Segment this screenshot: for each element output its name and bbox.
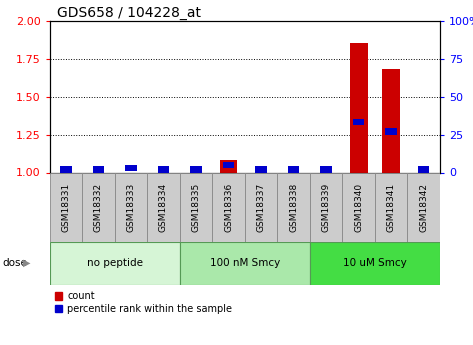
Text: GDS658 / 104228_at: GDS658 / 104228_at	[58, 6, 201, 20]
Bar	[310, 241, 440, 285]
Text: GSM18338: GSM18338	[289, 183, 298, 231]
Bar	[50, 241, 180, 285]
Text: GSM18342: GSM18342	[419, 183, 428, 231]
Bar	[353, 119, 364, 126]
Text: GSM18332: GSM18332	[94, 183, 103, 231]
Bar	[382, 69, 400, 172]
Bar	[125, 165, 137, 171]
Bar	[320, 166, 332, 172]
Text: 10 uM Smcy: 10 uM Smcy	[343, 258, 407, 268]
Text: ▶: ▶	[23, 258, 30, 268]
Bar	[60, 166, 71, 172]
Text: GSM18340: GSM18340	[354, 183, 363, 231]
Bar	[190, 166, 201, 172]
Text: GSM18341: GSM18341	[386, 183, 395, 231]
Bar	[375, 172, 407, 242]
Text: 100 nM Smcy: 100 nM Smcy	[210, 258, 280, 268]
Bar	[82, 172, 114, 242]
Bar	[219, 160, 237, 172]
Text: GSM18334: GSM18334	[159, 183, 168, 231]
Text: GSM18336: GSM18336	[224, 183, 233, 231]
Bar	[407, 172, 440, 242]
Text: GSM18335: GSM18335	[192, 183, 201, 231]
Bar	[50, 172, 82, 242]
Bar	[310, 172, 342, 242]
Bar	[180, 172, 212, 242]
Bar	[223, 162, 234, 168]
Text: GSM18331: GSM18331	[61, 183, 70, 231]
Bar	[158, 166, 169, 172]
Text: dose: dose	[2, 258, 27, 268]
Bar	[342, 172, 375, 242]
Bar	[212, 172, 245, 242]
Text: GSM18337: GSM18337	[256, 183, 265, 231]
Bar	[385, 128, 397, 135]
Bar	[255, 166, 267, 172]
Bar	[114, 172, 147, 242]
Bar	[418, 166, 429, 172]
Text: no peptide: no peptide	[87, 258, 143, 268]
Legend: count, percentile rank within the sample: count, percentile rank within the sample	[54, 291, 232, 314]
Bar	[147, 172, 180, 242]
Bar	[245, 172, 277, 242]
Text: GSM18333: GSM18333	[126, 183, 135, 231]
Bar	[277, 172, 310, 242]
Text: GSM18339: GSM18339	[322, 183, 331, 231]
Bar	[288, 166, 299, 172]
Bar	[93, 166, 104, 172]
Bar	[350, 43, 368, 172]
Bar	[180, 241, 310, 285]
